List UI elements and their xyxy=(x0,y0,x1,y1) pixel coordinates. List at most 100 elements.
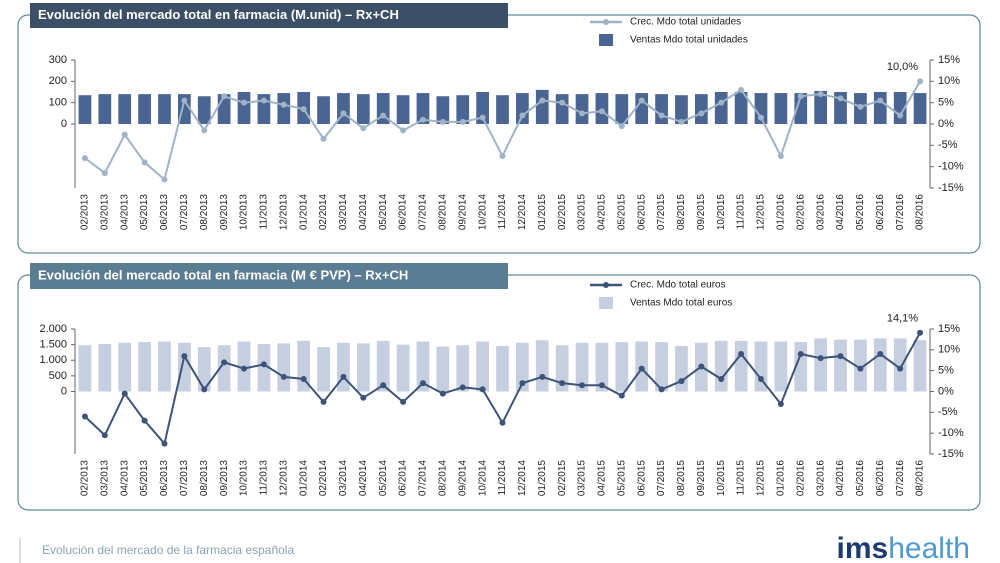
legend-label: Crec. Mdo total euros xyxy=(630,280,726,291)
y2-tick-label: 0% xyxy=(938,385,954,397)
bar xyxy=(158,94,171,124)
point xyxy=(857,103,864,110)
point xyxy=(579,382,586,389)
data-label: 10,0% xyxy=(887,61,918,73)
x-tick-label: 01/2014 xyxy=(298,460,309,497)
x-tick-label: 03/2013 xyxy=(99,194,110,231)
point xyxy=(400,127,407,134)
x-tick-label: 05/2016 xyxy=(855,460,866,497)
point xyxy=(459,118,466,125)
y2-tick-label: -5% xyxy=(938,406,958,418)
y-tick-label: 1.500 xyxy=(39,339,67,351)
bar xyxy=(734,92,748,124)
x-tick-label: 02/2016 xyxy=(795,460,806,497)
point xyxy=(479,114,486,121)
point xyxy=(857,365,864,372)
x-tick-label: 07/2014 xyxy=(418,194,429,231)
x-tick-label: 05/2013 xyxy=(139,460,150,497)
point xyxy=(579,110,586,117)
point xyxy=(479,386,486,393)
data-label: 14,1% xyxy=(887,313,918,325)
x-tick-label: 06/2015 xyxy=(636,460,647,497)
x-tick-label: 01/2014 xyxy=(298,194,309,231)
point xyxy=(698,110,705,117)
bar xyxy=(496,345,509,392)
bar xyxy=(356,343,370,392)
footer-title: Evolución del mercado de la farmacia esp… xyxy=(42,543,294,557)
point xyxy=(837,353,844,360)
y-tick-label: 300 xyxy=(49,54,67,66)
bar xyxy=(873,338,887,392)
bar xyxy=(535,89,549,124)
point xyxy=(101,432,108,439)
point xyxy=(260,361,267,368)
x-tick-label: 10/2013 xyxy=(239,460,250,497)
x-tick-label: 11/2013 xyxy=(259,194,270,230)
bar xyxy=(138,342,151,392)
point xyxy=(519,380,526,387)
bar xyxy=(814,90,828,124)
point xyxy=(777,401,784,407)
y-tick-label: 1.000 xyxy=(39,354,67,366)
point xyxy=(897,112,904,119)
bar xyxy=(98,94,112,124)
point xyxy=(419,380,426,387)
point xyxy=(360,125,367,132)
point xyxy=(738,86,745,93)
bar xyxy=(337,342,350,392)
x-tick-label: 09/2014 xyxy=(457,194,468,231)
bar xyxy=(376,93,390,124)
point xyxy=(141,159,148,166)
bar xyxy=(675,345,688,392)
bar xyxy=(277,343,291,392)
point xyxy=(598,382,605,389)
x-tick-label: 02/2015 xyxy=(557,460,568,497)
y2-tick-label: -10% xyxy=(938,161,964,173)
point xyxy=(917,329,924,336)
x-tick-label: 07/2016 xyxy=(895,194,906,231)
bar xyxy=(277,93,291,124)
x-tick-label: 08/2013 xyxy=(199,460,210,497)
point xyxy=(618,123,625,130)
x-tick-label: 06/2014 xyxy=(398,460,409,497)
chart-title: Evolución del mercado total en farmacia … xyxy=(38,7,399,22)
bar xyxy=(893,338,907,392)
point xyxy=(380,382,387,389)
point xyxy=(320,398,327,405)
point xyxy=(559,99,566,106)
point xyxy=(658,386,665,393)
bar xyxy=(754,341,768,392)
x-tick-label: 03/2015 xyxy=(577,460,588,497)
bar xyxy=(416,341,430,392)
x-tick-label: 10/2015 xyxy=(716,194,727,231)
point xyxy=(300,106,307,113)
x-tick-label: 05/2015 xyxy=(616,194,627,231)
point xyxy=(181,97,188,104)
x-tick-label: 12/2015 xyxy=(756,460,767,497)
bar xyxy=(197,347,211,392)
x-tick-label: 08/2014 xyxy=(437,194,448,231)
bar xyxy=(436,96,450,124)
x-tick-label: 02/2014 xyxy=(318,194,329,231)
bar xyxy=(118,94,132,124)
x-tick-label: 11/2015 xyxy=(736,194,747,230)
bar xyxy=(615,342,629,392)
x-tick-label: 01/2016 xyxy=(776,194,787,231)
point xyxy=(201,127,208,134)
bar xyxy=(734,340,748,392)
bar xyxy=(774,341,788,392)
x-tick-label: 05/2013 xyxy=(139,194,150,231)
x-tick-label: 10/2014 xyxy=(477,194,488,231)
point xyxy=(618,392,625,399)
x-tick-label: 11/2014 xyxy=(497,194,508,230)
x-tick-label: 11/2015 xyxy=(736,460,747,496)
x-tick-label: 08/2014 xyxy=(437,460,448,497)
point xyxy=(241,99,248,106)
point xyxy=(439,118,446,125)
point xyxy=(260,97,267,104)
point xyxy=(797,93,804,100)
point xyxy=(678,378,685,385)
x-tick-label: 04/2014 xyxy=(358,460,369,497)
x-tick-label: 12/2014 xyxy=(517,194,528,231)
